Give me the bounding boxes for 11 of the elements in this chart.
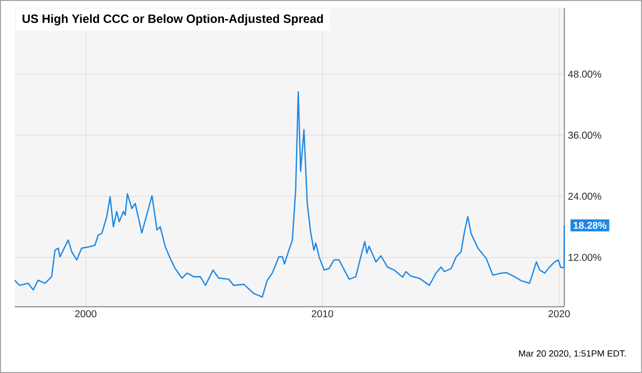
- y-tick-label: 12.00%: [568, 254, 602, 261]
- text: Mar 20 2020, 1:51PM EDT.: [519, 350, 626, 358]
- chart-title: US High Yield CCC or Below Option-Adjusted Spread: [22, 14, 323, 26]
- x-tick-label: 2000: [75, 310, 96, 318]
- y-tick-label: 36.00%: [568, 132, 602, 139]
- x-tick-label: 2010: [312, 310, 334, 318]
- x-tick-label: 2020: [548, 310, 570, 318]
- y-tick-label: 48.00%: [568, 70, 602, 78]
- y-tick-label: 24.00%: [568, 192, 602, 200]
- annotation: 18.28%: [574, 222, 607, 229]
- line-series: [14, 91, 565, 298]
